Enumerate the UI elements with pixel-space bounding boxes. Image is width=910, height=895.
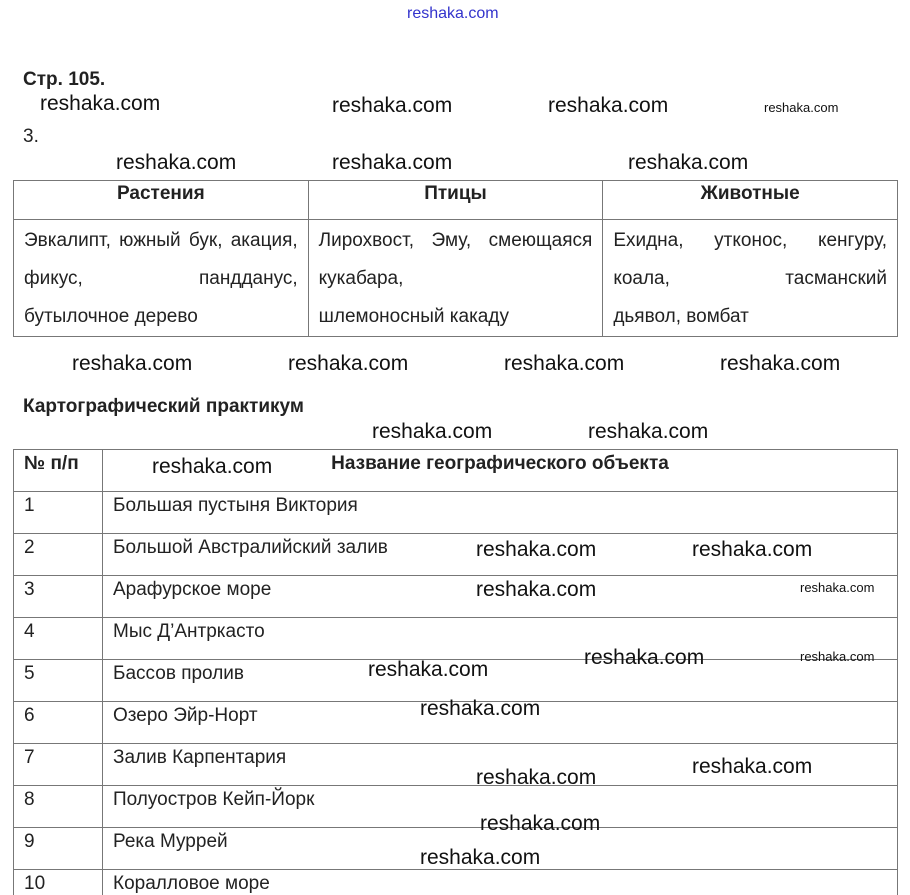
row-number: 5 [13,659,103,702]
object-name: Арафурское море [102,575,898,618]
section-title: Картографический практикум [23,396,304,417]
row-number: 4 [13,617,103,660]
plants-cell: Эвкалипт, южный бук, акация, фикус, панд… [13,219,309,337]
object-name: Залив Карпентария [102,743,898,786]
table-row: 4 Мыс Д’Антркасто [13,617,898,660]
object-name: Река Муррей [102,827,898,870]
row-number: 8 [13,785,103,828]
table-row: 2 Большой Австралийский залив [13,533,898,576]
cell-text: Эвкалипт, южный бук, акация, фикус, панд… [24,230,298,289]
row-number: 2 [13,533,103,576]
watermark: reshaka.com [72,352,193,375]
watermark: reshaka.com [40,92,161,115]
table-row: 10 Коралловое море [13,869,898,895]
column-header: Название географического объекта [102,449,898,492]
object-name: Мыс Д’Антркасто [102,617,898,660]
object-name: Полуостров Кейп-Йорк [102,785,898,828]
table-row: 1 Большая пустыня Виктория [13,491,898,534]
row-number: 3 [13,575,103,618]
object-name: Озеро Эйр-Норт [102,701,898,744]
watermark: reshaka.com [332,151,453,174]
table-row: 8 Полуостров Кейп-Йорк [13,785,898,828]
geographic-objects-table: № п/п Название географического объекта 1… [13,449,898,895]
cell-text: дьявол, вомбат [613,306,749,327]
cell-text: Ехидна, утконос, кенгуру, коала, тасманс… [613,230,887,289]
column-header: Птицы [307,180,604,220]
watermark: reshaka.com [504,352,625,375]
watermark: reshaka.com [764,100,839,115]
row-number: 1 [13,491,103,534]
cell-text: бутылочное дерево [24,306,198,327]
object-name: Большой Австралийский залив [102,533,898,576]
task-number: 3. [23,126,39,147]
watermark: reshaka.com [332,94,453,117]
birds-cell: Лирохвост, Эму, смеющаяся кукабара, шлем… [307,219,604,337]
animals-cell: Ехидна, утконос, кенгуру, коала, тасманс… [602,219,898,337]
organisms-table: Растения Птицы Животные Эвкалипт, южный … [13,180,898,337]
watermark: reshaka.com [628,151,749,174]
table-row: 6 Озеро Эйр-Норт [13,701,898,744]
table-row: 7 Залив Карпентария [13,743,898,786]
header-watermark: reshaka.com [407,5,499,22]
watermark: reshaka.com [372,420,493,443]
row-number: 9 [13,827,103,870]
watermark: reshaka.com [588,420,709,443]
cell-text: Лирохвост, Эму, смеющаяся кукабара, [318,230,593,289]
table-row: 3 Арафурское море [13,575,898,618]
watermark: reshaka.com [548,94,669,117]
object-name: Бассов пролив [102,659,898,702]
row-number: 7 [13,743,103,786]
watermark: reshaka.com [720,352,841,375]
table-row: 9 Река Муррей [13,827,898,870]
table-row: 5 Бассов пролив [13,659,898,702]
column-header: Животные [602,180,898,220]
object-name: Коралловое море [102,869,898,895]
column-header: № п/п [13,449,103,492]
watermark: reshaka.com [288,352,409,375]
object-name: Большая пустыня Виктория [102,491,898,534]
page-reference: Стр. 105. [23,69,106,90]
cell-text: шлемоносный какаду [318,306,509,327]
row-number: 6 [13,701,103,744]
watermark: reshaka.com [116,151,237,174]
column-header: Растения [13,180,309,220]
row-number: 10 [13,869,103,895]
